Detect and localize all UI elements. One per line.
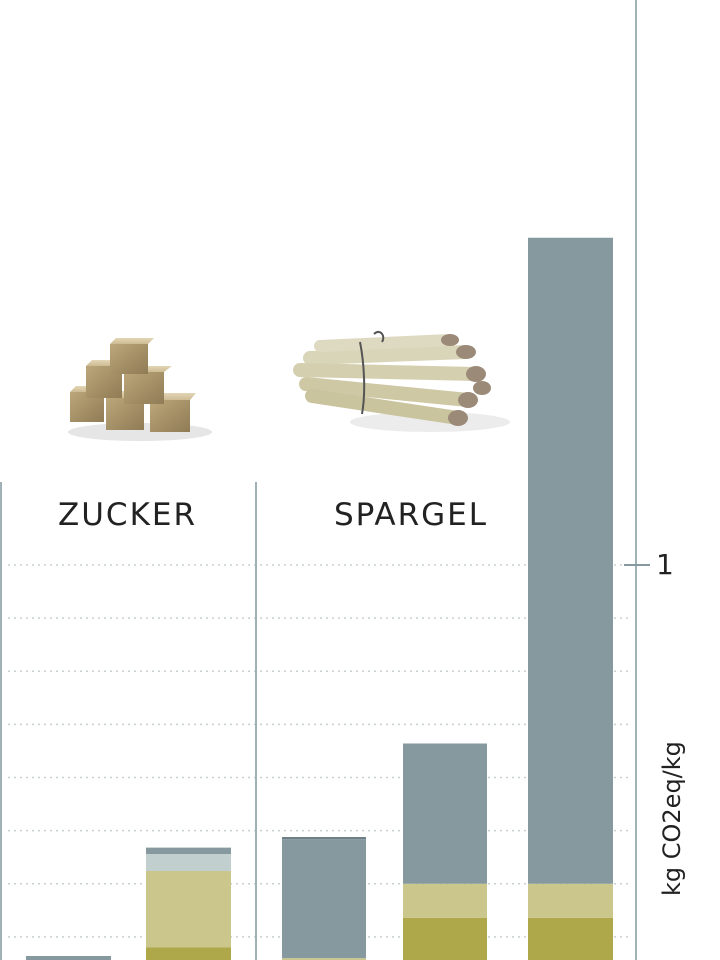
bar-segment-spargel-1-0 [403,917,487,960]
bar-segment-spargel-1-2 [403,743,487,884]
group-separators [0,482,257,960]
bar-segment-spargel-0-1 [282,958,366,960]
asparagus-icon [290,322,512,442]
bar-segment-spargel-0-2 [282,839,366,959]
sugar-cubes-icon [62,336,212,446]
bar-segment-spargel-2-0 [528,917,613,960]
bar-segment-spargel-2-1 [528,883,613,918]
category-label-spargel: SPARGEL [334,497,489,533]
y-axis-label: kg CO2eq/kg [658,741,686,896]
bars [26,237,613,960]
bar-segment-zucker-1-3 [146,847,231,854]
bar-segment-zucker-1-1 [146,871,231,948]
category-label-zucker: ZUCKER [58,497,198,533]
bar-segment-spargel-1-1 [403,883,487,918]
y-axis [624,0,650,960]
bar-segment-zucker-0-0 [26,956,111,960]
bar-segment-spargel-2-2 [528,237,613,884]
bar-segment-spargel-0-3 [282,837,366,840]
y-tick-label: 1 [656,548,674,581]
bar-segment-zucker-1-2 [146,854,231,871]
bar-segment-zucker-1-0 [146,947,231,960]
